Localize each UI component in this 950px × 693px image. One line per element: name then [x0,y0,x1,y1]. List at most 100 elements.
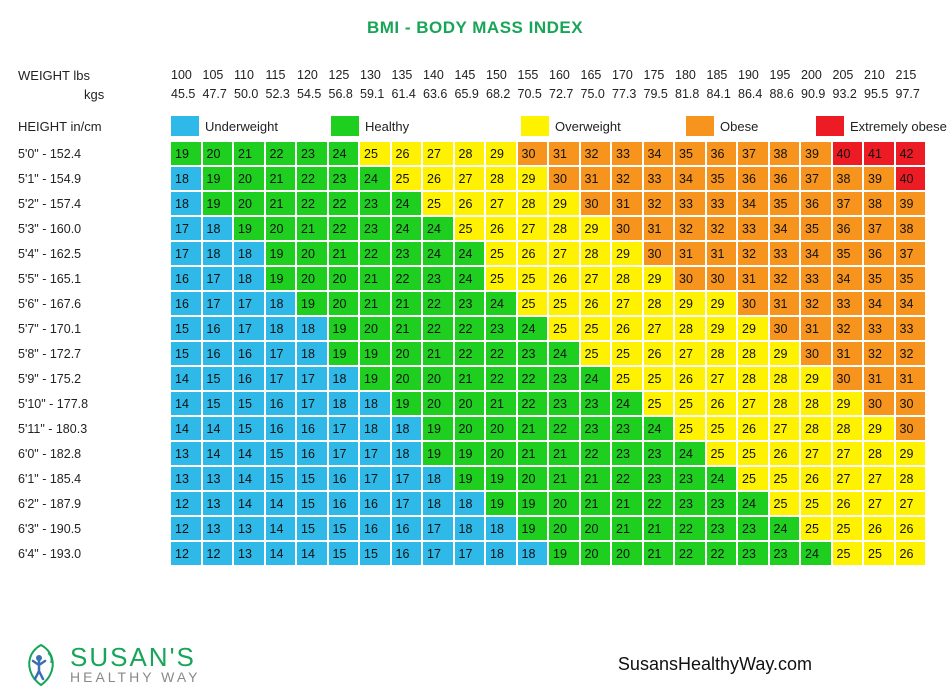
bmi-cell: 19 [266,267,296,290]
bmi-cell: 17 [234,317,264,340]
height-label: HEIGHT in/cm [18,119,171,134]
bmi-cell: 35 [707,167,737,190]
bmi-cell: 26 [896,517,926,540]
bmi-cell: 21 [234,142,264,165]
bmi-cell: 21 [581,492,611,515]
bmi-cell: 31 [549,142,579,165]
bmi-cell: 29 [770,342,800,365]
bmi-cell: 35 [801,217,831,240]
bmi-cell: 32 [675,217,705,240]
bmi-cell: 23 [549,367,579,390]
legend-label: Extremely obese [850,119,947,134]
bmi-cell: 24 [329,142,359,165]
bmi-cell: 20 [329,267,359,290]
bmi-cell: 34 [644,142,674,165]
bmi-cell: 20 [549,517,579,540]
bmi-cell: 23 [612,442,642,465]
bmi-cell: 25 [675,392,705,415]
row-cells: 1213141415161617181819192021212223232425… [171,492,925,515]
bmi-cell: 21 [581,467,611,490]
bmi-cell: 27 [801,442,831,465]
bmi-cell: 24 [486,292,516,315]
bmi-cell: 17 [360,442,390,465]
bmi-cell: 36 [707,142,737,165]
bmi-cell: 20 [581,542,611,565]
bmi-cell: 24 [455,267,485,290]
bmi-cell: 23 [423,267,453,290]
bmi-cell: 15 [171,342,201,365]
bmi-cell: 15 [203,392,233,415]
bmi-cell: 23 [644,442,674,465]
bmi-cell: 34 [833,267,863,290]
row-cells: 1313141515161717181919202121222323242525… [171,467,925,490]
bmi-cell: 26 [896,542,926,565]
weight-kgs-values: 45.547.750.052.354.556.859.161.463.665.9… [171,87,932,102]
bmi-cell: 41 [864,142,894,165]
weight-lbs-values: 1001051101151201251301351401451501551601… [171,68,932,83]
bmi-cell: 35 [864,267,894,290]
row-cells: 1415151617181819202021222323242525262728… [171,392,925,415]
table-row: 5'11" - 180.3141415161617181819202021222… [18,417,932,440]
bmi-cell: 17 [329,417,359,440]
bmi-cell: 32 [581,142,611,165]
legend: UnderweightHealthyOverweightObeseExtreme… [171,116,950,136]
bmi-cell: 39 [801,142,831,165]
bmi-cell: 21 [549,467,579,490]
bmi-cell: 23 [707,517,737,540]
bmi-cell: 30 [896,417,926,440]
bmi-cell: 13 [203,467,233,490]
weight-lbs-value: 215 [896,68,928,83]
row-cells: 1819202122232425262728293031323334353636… [171,167,925,190]
weight-lbs-value: 185 [707,68,739,83]
bmi-cell: 20 [581,517,611,540]
bmi-cell: 37 [864,217,894,240]
weight-kgs-value: 95.5 [864,87,896,102]
bmi-cell: 29 [644,267,674,290]
bmi-cell: 19 [455,467,485,490]
legend-label: Healthy [365,119,409,134]
bmi-cell: 38 [770,142,800,165]
bmi-cell: 26 [833,492,863,515]
bmi-cell: 39 [864,167,894,190]
bmi-cell: 29 [896,442,926,465]
bmi-cell: 20 [392,342,422,365]
bmi-cell: 27 [455,167,485,190]
weight-lbs-row: WEIGHT lbs 10010511011512012513013514014… [18,68,932,83]
row-cells: 1213131415151616171818192020212122232324… [171,517,925,540]
bmi-cell: 16 [266,417,296,440]
bmi-cell: 16 [234,367,264,390]
bmi-cell: 39 [896,192,926,215]
bmi-cell: 19 [203,167,233,190]
legend-swatch [816,116,844,136]
bmi-cell: 26 [612,317,642,340]
weight-lbs-value: 165 [581,68,613,83]
bmi-cell: 24 [644,417,674,440]
bmi-cell: 19 [203,192,233,215]
bmi-cell: 31 [896,367,926,390]
bmi-cell: 14 [266,542,296,565]
bmi-cell: 18 [203,242,233,265]
weight-kgs-value: 77.3 [612,87,644,102]
bmi-cell: 13 [234,517,264,540]
height-legend-row: HEIGHT in/cm UnderweightHealthyOverweigh… [18,116,932,136]
bmi-cell: 26 [707,392,737,415]
brand: SUSAN'S HEALTHY WAY [18,641,201,687]
bmi-cell: 15 [297,467,327,490]
bmi-cell: 32 [770,267,800,290]
bmi-cell: 18 [234,242,264,265]
bmi-cell: 25 [549,292,579,315]
bmi-cell: 12 [171,492,201,515]
bmi-cell: 21 [297,217,327,240]
bmi-cell: 18 [455,492,485,515]
weight-kgs-value: 65.9 [455,87,487,102]
bmi-cell: 29 [549,192,579,215]
bmi-cell: 27 [549,242,579,265]
bmi-cell: 17 [392,467,422,490]
bmi-cell: 20 [455,417,485,440]
legend-swatch [521,116,549,136]
bmi-cell: 33 [896,317,926,340]
bmi-cell: 30 [864,392,894,415]
bmi-cell: 21 [644,517,674,540]
bmi-cell: 34 [801,242,831,265]
bmi-cell: 24 [801,542,831,565]
